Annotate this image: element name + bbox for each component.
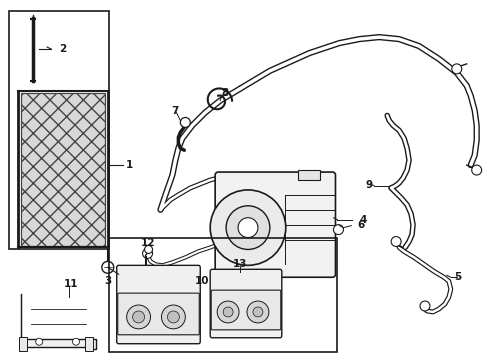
Text: 3: 3	[104, 276, 111, 286]
Circle shape	[102, 261, 114, 273]
Circle shape	[210, 190, 286, 265]
Circle shape	[133, 311, 145, 323]
Text: 4: 4	[359, 215, 367, 225]
Text: 1: 1	[125, 160, 133, 170]
Text: 9: 9	[366, 180, 373, 190]
Polygon shape	[21, 294, 96, 349]
Circle shape	[36, 338, 43, 345]
Text: 11: 11	[64, 279, 78, 289]
Text: 5: 5	[454, 272, 461, 282]
FancyBboxPatch shape	[117, 265, 200, 344]
Bar	[109, 238, 338, 352]
Bar	[9, 11, 109, 249]
Text: 8: 8	[221, 88, 229, 98]
Bar	[21, 93, 105, 247]
Circle shape	[238, 218, 258, 238]
Text: 13: 13	[233, 259, 247, 269]
Circle shape	[127, 305, 150, 329]
Circle shape	[73, 338, 79, 345]
Text: 2: 2	[59, 44, 66, 54]
Bar	[19, 337, 27, 351]
FancyBboxPatch shape	[211, 290, 281, 330]
Circle shape	[420, 301, 430, 311]
Circle shape	[452, 64, 462, 74]
Circle shape	[391, 237, 401, 247]
Text: 12: 12	[141, 238, 156, 248]
Circle shape	[226, 206, 270, 249]
FancyBboxPatch shape	[215, 172, 336, 277]
Circle shape	[162, 305, 185, 329]
Text: 7: 7	[172, 105, 179, 116]
Text: 6: 6	[357, 220, 365, 230]
FancyBboxPatch shape	[118, 293, 199, 335]
Circle shape	[143, 248, 152, 258]
Circle shape	[247, 301, 269, 323]
Circle shape	[168, 311, 179, 323]
Circle shape	[334, 225, 343, 235]
Circle shape	[223, 307, 233, 317]
Circle shape	[145, 246, 152, 253]
Circle shape	[217, 301, 239, 323]
Circle shape	[472, 165, 482, 175]
Circle shape	[180, 117, 190, 127]
Bar	[298, 170, 319, 180]
Text: 10: 10	[196, 276, 210, 286]
Circle shape	[253, 307, 263, 317]
Bar	[85, 337, 93, 351]
FancyBboxPatch shape	[210, 269, 282, 338]
